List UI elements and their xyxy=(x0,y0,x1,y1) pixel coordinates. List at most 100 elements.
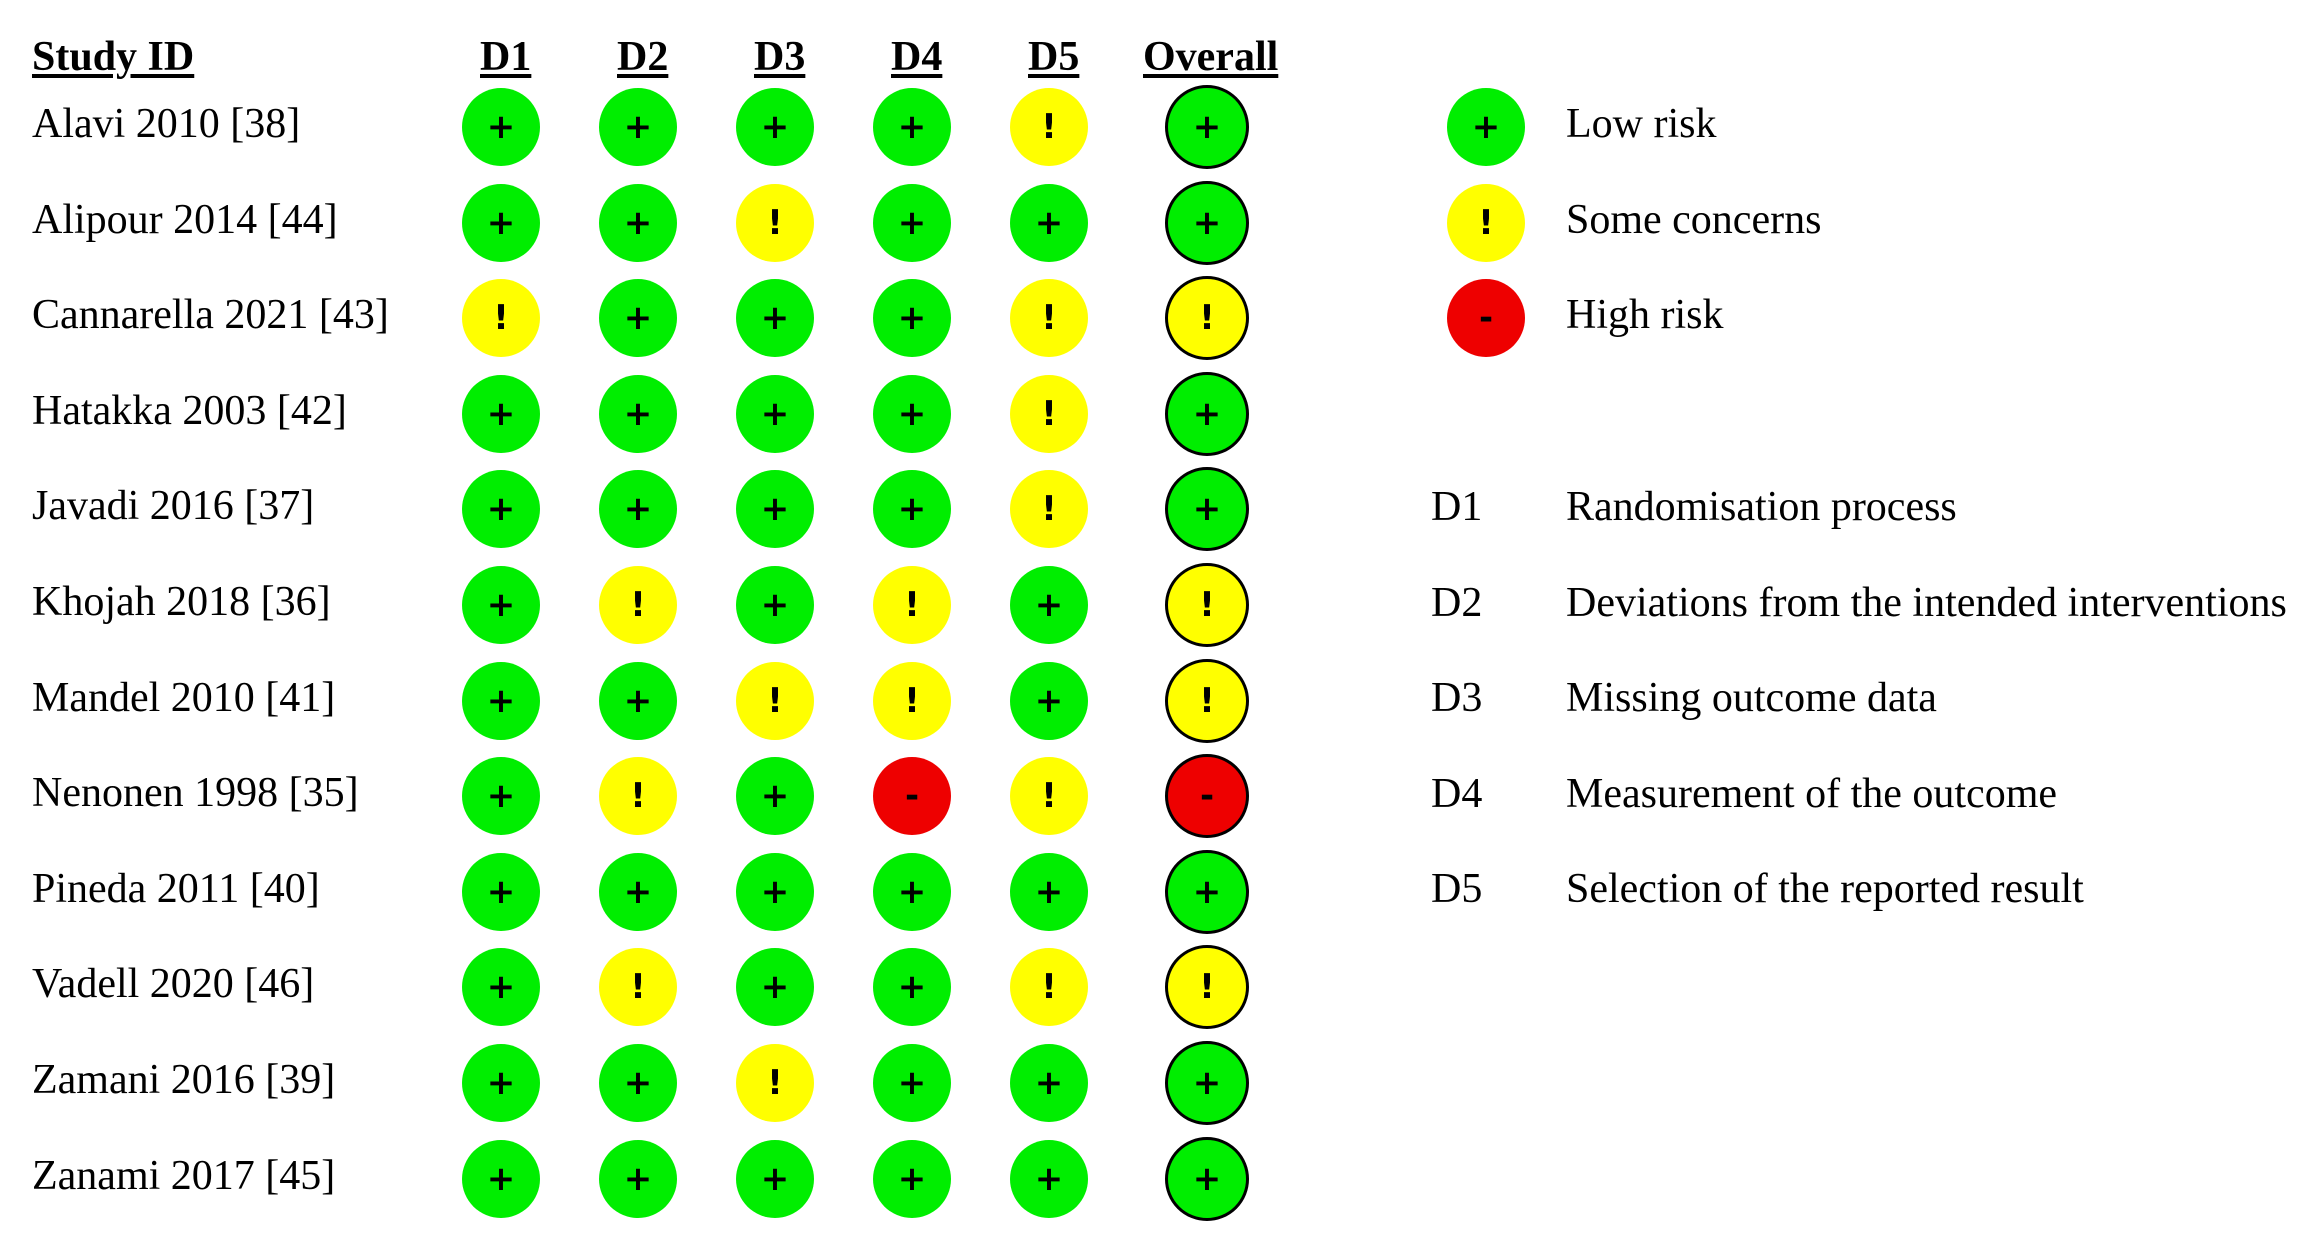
judgement-d4-some-icon: ! xyxy=(873,661,951,740)
judgement-d1-low-icon: + xyxy=(462,948,540,1027)
judgement-overall-low-icon: + xyxy=(1165,85,1249,169)
judgement-d3-some-icon: ! xyxy=(736,183,814,262)
study-label: Vadell 2020 [46] xyxy=(32,961,315,1008)
legend-domain-label: Randomisation process xyxy=(1566,484,1957,530)
judgement-overall-low-icon: + xyxy=(1165,849,1249,934)
judgement-d3-low-icon: + xyxy=(736,1139,814,1218)
legend-domain-code: D3 xyxy=(1431,675,1483,722)
judgement-d5-low-icon: + xyxy=(1010,1139,1088,1218)
judgement-d3-some-icon: ! xyxy=(736,661,814,740)
judgement-d5-some-icon: ! xyxy=(1010,470,1088,549)
judgement-d2-some-icon: ! xyxy=(599,566,677,644)
header-d2: D2 xyxy=(617,34,669,80)
study-label: Hatakka 2003 [42] xyxy=(32,387,347,434)
judgement-overall-low-icon: + xyxy=(1165,1136,1249,1221)
judgement-d2-low-icon: + xyxy=(599,1044,677,1122)
judgement-d2-low-icon: + xyxy=(599,88,677,166)
judgement-d3-low-icon: + xyxy=(736,948,814,1027)
judgement-overall-high-icon: - xyxy=(1165,754,1249,839)
study-label: Mandel 2010 [41] xyxy=(32,674,336,721)
judgement-d4-low-icon: + xyxy=(873,279,951,358)
header-study-id: Study ID xyxy=(32,34,195,80)
header-overall: Overall xyxy=(1143,34,1279,80)
judgement-overall-some-icon: ! xyxy=(1165,945,1249,1030)
judgement-d1-low-icon: + xyxy=(462,1139,540,1218)
judgement-overall-some-icon: ! xyxy=(1165,563,1249,647)
judgement-d2-some-icon: ! xyxy=(599,757,677,836)
study-label: Pineda 2011 [40] xyxy=(32,865,320,912)
judgement-d4-high-icon: - xyxy=(873,757,951,836)
header-d5: D5 xyxy=(1028,34,1080,80)
judgement-d3-low-icon: + xyxy=(736,757,814,836)
judgement-overall-some-icon: ! xyxy=(1165,658,1249,743)
study-label: Khojah 2018 [36] xyxy=(32,579,331,625)
judgement-d4-low-icon: + xyxy=(873,470,951,549)
judgement-d1-low-icon: + xyxy=(462,88,540,166)
legend-low-icon: + xyxy=(1447,88,1525,166)
study-label: Zanami 2017 [45] xyxy=(32,1152,336,1199)
legend-domain-label: Measurement of the outcome xyxy=(1566,770,2057,817)
legend-some-icon: ! xyxy=(1447,183,1525,262)
legend-domain-label: Selection of the reported result xyxy=(1566,866,2084,913)
judgement-d2-low-icon: + xyxy=(599,374,677,453)
judgement-d5-some-icon: ! xyxy=(1010,948,1088,1027)
judgement-d1-low-icon: + xyxy=(462,183,540,262)
legend-judgement-label: Some concerns xyxy=(1566,196,1822,243)
legend-domain-label: Deviations from the intended interventio… xyxy=(1566,579,2287,626)
legend-domain-code: D4 xyxy=(1431,770,1483,817)
judgement-overall-low-icon: + xyxy=(1165,180,1249,265)
judgement-d5-low-icon: + xyxy=(1010,183,1088,262)
judgement-d4-low-icon: + xyxy=(873,1139,951,1218)
judgement-d5-some-icon: ! xyxy=(1010,279,1088,358)
judgement-d1-low-icon: + xyxy=(462,852,540,931)
study-label: Javadi 2016 [37] xyxy=(32,483,315,530)
judgement-d3-low-icon: + xyxy=(736,470,814,549)
judgement-overall-low-icon: + xyxy=(1165,1041,1249,1125)
judgement-d4-low-icon: + xyxy=(873,1044,951,1122)
judgement-d5-some-icon: ! xyxy=(1010,374,1088,453)
judgement-d4-low-icon: + xyxy=(873,88,951,166)
judgement-d3-low-icon: + xyxy=(736,852,814,931)
legend-high-icon: - xyxy=(1447,279,1525,358)
header-d1: D1 xyxy=(480,34,532,80)
judgement-d4-low-icon: + xyxy=(873,183,951,262)
legend-domain-code: D2 xyxy=(1431,579,1483,626)
judgement-d1-low-icon: + xyxy=(462,1044,540,1122)
header-d3: D3 xyxy=(754,34,806,80)
judgement-d1-some-icon: ! xyxy=(462,279,540,358)
judgement-d1-low-icon: + xyxy=(462,757,540,836)
study-label: Cannarella 2021 [43] xyxy=(32,292,389,339)
header-d4: D4 xyxy=(891,34,943,80)
judgement-d1-low-icon: + xyxy=(462,374,540,453)
judgement-d3-low-icon: + xyxy=(736,566,814,644)
study-label: Nenonen 1998 [35] xyxy=(32,770,359,817)
judgement-d1-low-icon: + xyxy=(462,661,540,740)
judgement-d2-low-icon: + xyxy=(599,1139,677,1218)
judgement-d5-some-icon: ! xyxy=(1010,88,1088,166)
judgement-d2-some-icon: ! xyxy=(599,948,677,1027)
judgement-d5-low-icon: + xyxy=(1010,1044,1088,1122)
legend-domain-code: D1 xyxy=(1431,484,1483,530)
judgement-d4-low-icon: + xyxy=(873,374,951,453)
judgement-d1-low-icon: + xyxy=(462,470,540,549)
judgement-d2-low-icon: + xyxy=(599,470,677,549)
judgement-d4-some-icon: ! xyxy=(873,566,951,644)
judgement-d5-some-icon: ! xyxy=(1010,757,1088,836)
judgement-d5-low-icon: + xyxy=(1010,852,1088,931)
judgement-d5-low-icon: + xyxy=(1010,566,1088,644)
legend-domain-label: Missing outcome data xyxy=(1566,675,1937,722)
judgement-d2-low-icon: + xyxy=(599,661,677,740)
judgement-d3-low-icon: + xyxy=(736,374,814,453)
judgement-d3-low-icon: + xyxy=(736,88,814,166)
judgement-d3-some-icon: ! xyxy=(736,1044,814,1122)
judgement-d4-low-icon: + xyxy=(873,852,951,931)
judgement-overall-some-icon: ! xyxy=(1165,276,1249,361)
judgement-overall-low-icon: + xyxy=(1165,371,1249,456)
study-label: Alipour 2014 [44] xyxy=(32,196,338,243)
judgement-d4-low-icon: + xyxy=(873,948,951,1027)
judgement-d2-low-icon: + xyxy=(599,279,677,358)
legend-judgement-label: Low risk xyxy=(1566,101,1717,147)
judgement-overall-low-icon: + xyxy=(1165,467,1249,552)
legend-judgement-label: High risk xyxy=(1566,292,1724,339)
